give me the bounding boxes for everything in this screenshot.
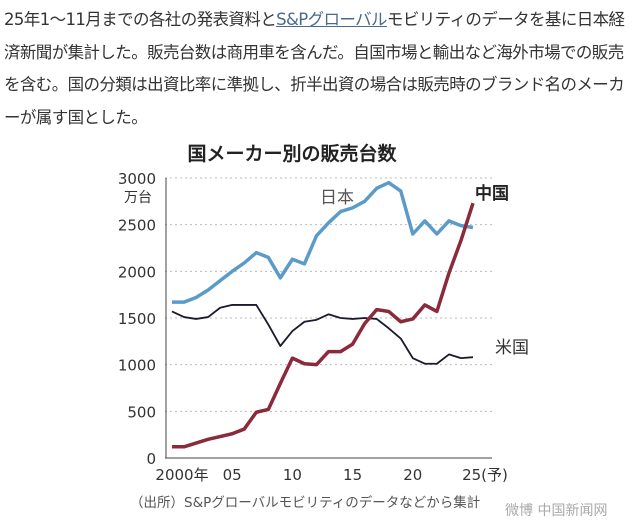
series-label: 米国 bbox=[495, 338, 529, 358]
x-tick-label: 20 bbox=[403, 466, 422, 484]
x-tick-label: 05 bbox=[223, 466, 242, 484]
series-line-2 bbox=[172, 202, 475, 449]
y-tick-label: 2000 bbox=[118, 263, 156, 281]
x-tick-label: 10 bbox=[283, 466, 302, 484]
article-paragraph: 25年1～11月までの各社の発表資料とS&Pグローバルモビリティのデータを基に日… bbox=[4, 4, 636, 134]
y-tick-label: 1000 bbox=[118, 357, 156, 375]
series-line-0 bbox=[172, 180, 474, 304]
article-text-after: モビリティのデータを基に日本経済新聞が集計した。販売台数は商用車を含んだ。自国市… bbox=[4, 10, 625, 127]
chart-title: 国メーカー別の販売台数 bbox=[187, 142, 397, 165]
y-tick-label: 1500 bbox=[118, 310, 156, 328]
y-tick-label: 2500 bbox=[118, 217, 156, 235]
source-note: （出所）S&Pグローバルモビリティのデータなどから集計 bbox=[130, 494, 480, 511]
x-tick-label: 15 bbox=[343, 466, 362, 484]
sp-global-link[interactable]: S&Pグローバル bbox=[276, 10, 387, 29]
series-label: 日本 bbox=[320, 188, 354, 208]
watermark: 微博 中国新闻网 bbox=[505, 502, 607, 519]
y-tick-label: 0 bbox=[146, 450, 156, 468]
y-tick-label: 500 bbox=[127, 403, 156, 421]
x-tick-label: 25(予) bbox=[462, 466, 508, 484]
series-line-1 bbox=[171, 304, 474, 365]
y-unit-label: 万台 bbox=[124, 190, 152, 206]
y-tick-label: 3000 bbox=[118, 170, 156, 188]
article-text-before: 25年1～11月までの各社の発表資料と bbox=[4, 10, 277, 29]
series-label: 中国 bbox=[475, 183, 509, 204]
x-tick-label: 2000年 bbox=[155, 466, 208, 484]
